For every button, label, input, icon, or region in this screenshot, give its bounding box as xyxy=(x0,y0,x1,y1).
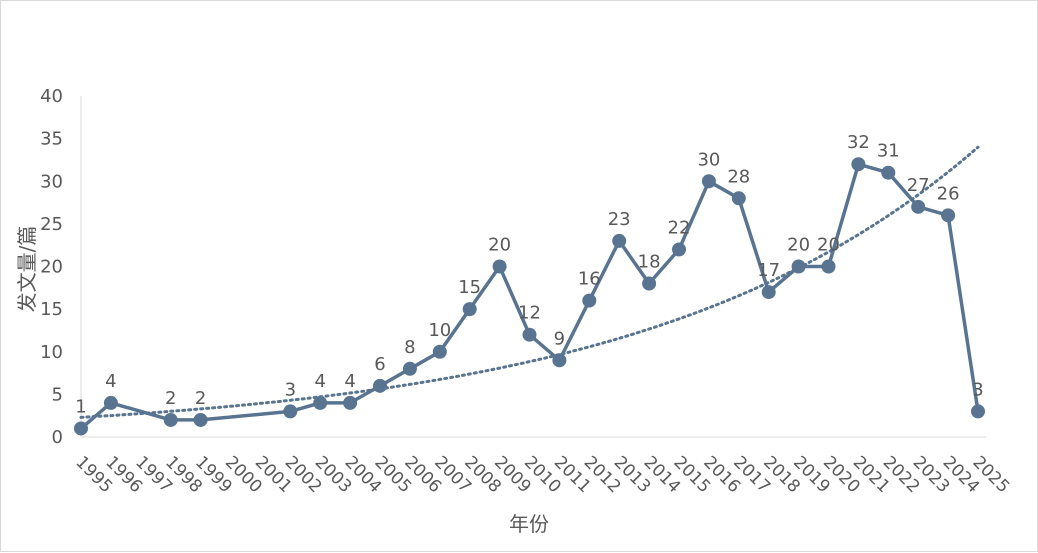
trendline-path xyxy=(79,145,980,419)
x-axis-title: 年份 xyxy=(509,512,549,536)
data-label: 8 xyxy=(404,337,415,358)
data-point xyxy=(552,353,567,368)
data-label: 20 xyxy=(488,235,511,256)
y-tick-label: 20 xyxy=(40,257,63,278)
series-path xyxy=(79,162,980,430)
y-tick-label: 25 xyxy=(40,214,63,235)
data-label: 3 xyxy=(285,379,296,400)
data-point xyxy=(163,412,178,427)
data-point xyxy=(74,421,88,436)
data-label: 4 xyxy=(344,371,355,392)
data-point xyxy=(701,174,716,189)
data-label: 1 xyxy=(75,396,86,417)
data-point xyxy=(432,344,447,359)
y-tick-label: 40 xyxy=(40,86,63,107)
data-point xyxy=(313,395,328,410)
data-point xyxy=(522,327,537,342)
data-point xyxy=(642,276,657,291)
data-label: 17 xyxy=(757,260,780,281)
data-point xyxy=(791,259,806,274)
data-label: 18 xyxy=(638,252,661,273)
data-label: 20 xyxy=(817,235,840,256)
data-point xyxy=(672,242,686,257)
data-label: 28 xyxy=(727,166,750,187)
data-label: 22 xyxy=(668,217,691,238)
data-point xyxy=(881,165,896,180)
data-label: 2 xyxy=(165,388,176,409)
y-tick-label: 10 xyxy=(40,342,63,363)
data-label: 12 xyxy=(518,303,541,324)
y-tick-label: 35 xyxy=(40,129,63,150)
data-point xyxy=(851,157,866,172)
data-point xyxy=(911,199,926,214)
data-label: 30 xyxy=(697,149,720,170)
data-point xyxy=(941,208,956,223)
y-tick-label: 15 xyxy=(40,299,63,320)
data-point xyxy=(821,259,836,274)
data-label: 6 xyxy=(374,354,385,375)
data-point xyxy=(283,404,298,419)
data-point xyxy=(402,361,417,376)
data-label: 9 xyxy=(554,328,565,349)
data-point xyxy=(761,285,776,300)
y-tick-label: 5 xyxy=(52,384,63,405)
data-point xyxy=(193,412,208,427)
data-label: 16 xyxy=(578,269,601,290)
data-point xyxy=(343,395,358,410)
data-label: 23 xyxy=(608,209,631,230)
trendline xyxy=(79,145,980,419)
data-point xyxy=(612,233,627,248)
data-point xyxy=(971,404,985,419)
y-tick-label: 30 xyxy=(40,171,63,192)
y-tick-label: 0 xyxy=(52,427,63,448)
series-line xyxy=(74,157,985,436)
data-label: 27 xyxy=(907,175,930,196)
data-point xyxy=(582,293,597,308)
data-label: 10 xyxy=(428,320,451,341)
data-label: 15 xyxy=(458,277,481,298)
data-point xyxy=(373,378,387,393)
data-point xyxy=(462,302,477,317)
data-label: 32 xyxy=(847,132,870,153)
data-point xyxy=(492,259,507,274)
y-axis-title: 发文量/篇 xyxy=(15,226,39,313)
data-label: 20 xyxy=(787,235,810,256)
data-label: 3 xyxy=(972,379,983,400)
data-label: 26 xyxy=(937,183,960,204)
data-label: 2 xyxy=(195,388,206,409)
data-point xyxy=(731,191,746,206)
data-label: 31 xyxy=(877,141,900,162)
data-point xyxy=(103,395,118,410)
data-label: 4 xyxy=(105,371,116,392)
data-label: 4 xyxy=(314,371,325,392)
